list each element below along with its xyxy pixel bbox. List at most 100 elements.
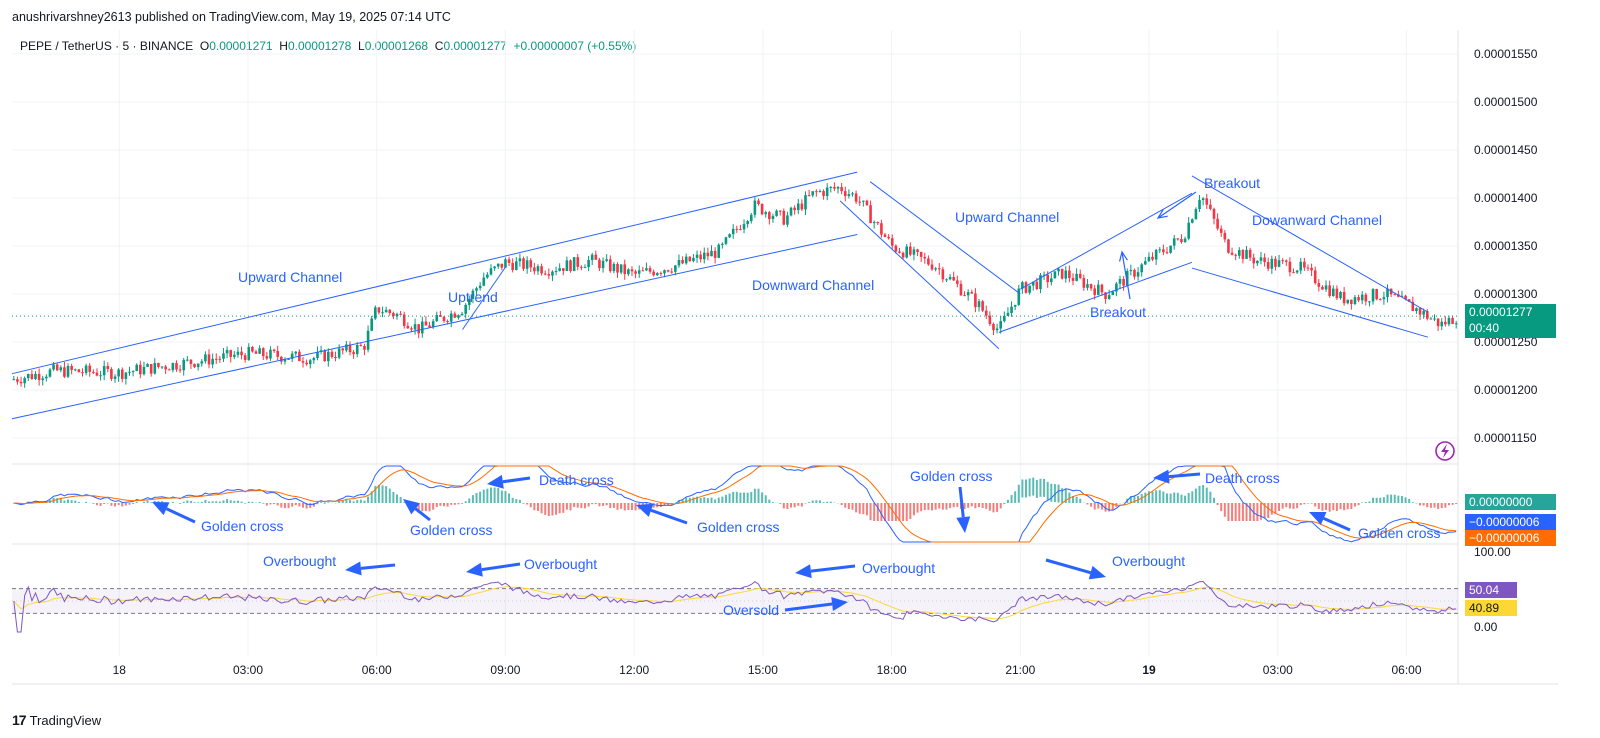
candle-body[interactable]	[294, 351, 298, 354]
candle-body[interactable]	[1097, 284, 1100, 295]
candle-body[interactable]	[692, 257, 695, 262]
candle-body[interactable]	[963, 295, 966, 297]
candle-body[interactable]	[453, 313, 457, 318]
candle-body[interactable]	[1190, 219, 1194, 223]
candle-body[interactable]	[52, 364, 55, 370]
candle-body[interactable]	[1237, 250, 1241, 256]
candle-body[interactable]	[1013, 304, 1017, 307]
candle-body[interactable]	[1386, 288, 1389, 298]
candle-body[interactable]	[984, 310, 988, 316]
candle-body[interactable]	[424, 321, 428, 326]
candle-body[interactable]	[937, 268, 941, 270]
candle-body[interactable]	[1064, 270, 1068, 279]
candle-body[interactable]	[102, 365, 106, 376]
candle-body[interactable]	[988, 315, 992, 325]
candle-body[interactable]	[746, 221, 749, 225]
candle-body[interactable]	[363, 345, 366, 350]
candle-body[interactable]	[1331, 288, 1335, 296]
candle-body[interactable]	[782, 210, 786, 225]
candle-body[interactable]	[818, 191, 822, 193]
candle-body[interactable]	[547, 274, 551, 276]
candle-body[interactable]	[207, 354, 211, 365]
candle-body[interactable]	[41, 378, 45, 381]
candle-body[interactable]	[1299, 261, 1303, 271]
candle-body[interactable]	[1248, 249, 1252, 258]
candle-body[interactable]	[345, 344, 348, 351]
candle-body[interactable]	[572, 257, 576, 272]
candle-body[interactable]	[200, 361, 204, 364]
candle-body[interactable]	[836, 187, 840, 189]
candle-body[interactable]	[26, 374, 30, 379]
candle-body[interactable]	[489, 268, 493, 275]
candle-body[interactable]	[218, 358, 222, 360]
candle-body[interactable]	[417, 324, 420, 334]
candle-body[interactable]	[1321, 286, 1324, 290]
candle-body[interactable]	[992, 324, 995, 331]
lightning-icon[interactable]	[1435, 441, 1455, 461]
candle-body[interactable]	[811, 191, 815, 196]
candle-body[interactable]	[16, 379, 19, 382]
candle-body[interactable]	[511, 262, 514, 270]
candle-body[interactable]	[1447, 317, 1451, 325]
candle-body[interactable]	[73, 369, 77, 371]
symbol-name[interactable]: PEPE / TetherUS · 5 · BINANCE	[20, 39, 194, 53]
candle-body[interactable]	[587, 260, 590, 268]
tradingview-logo[interactable]: 17 TradingView	[12, 712, 101, 728]
candle-body[interactable]	[1104, 292, 1107, 299]
candle-body[interactable]	[464, 304, 467, 314]
candle-body[interactable]	[334, 356, 337, 358]
candle-body[interactable]	[1357, 297, 1360, 301]
candle-body[interactable]	[95, 372, 99, 376]
candle-body[interactable]	[952, 277, 956, 281]
candle-body[interactable]	[854, 193, 858, 202]
candle-body[interactable]	[764, 212, 768, 215]
candle-body[interactable]	[500, 263, 504, 268]
candle-body[interactable]	[1194, 209, 1198, 220]
candle-body[interactable]	[663, 270, 666, 274]
candle-body[interactable]	[1245, 249, 1248, 259]
candle-body[interactable]	[851, 193, 854, 195]
candle-body[interactable]	[840, 187, 843, 192]
candle-body[interactable]	[583, 267, 587, 269]
candle-body[interactable]	[934, 268, 937, 270]
candle-body[interactable]	[287, 358, 290, 360]
candle-body[interactable]	[1317, 283, 1321, 287]
candle-body[interactable]	[460, 313, 464, 316]
candle-body[interactable]	[475, 288, 478, 291]
candle-body[interactable]	[70, 366, 73, 370]
candle-body[interactable]	[1342, 292, 1346, 304]
candle-body[interactable]	[1078, 273, 1082, 278]
candle-body[interactable]	[778, 210, 782, 212]
candle-body[interactable]	[34, 373, 37, 379]
candle-body[interactable]	[225, 350, 229, 354]
candle-body[interactable]	[641, 270, 645, 272]
candle-body[interactable]	[598, 259, 601, 269]
candle-body[interactable]	[59, 367, 63, 371]
candle-body[interactable]	[1223, 232, 1227, 240]
candle-body[interactable]	[410, 328, 413, 330]
candle-body[interactable]	[283, 359, 287, 362]
candle-body[interactable]	[45, 376, 48, 379]
candle-body[interactable]	[533, 267, 536, 272]
candle-body[interactable]	[348, 344, 352, 353]
candle-body[interactable]	[945, 279, 948, 281]
candle-body[interactable]	[862, 200, 865, 202]
candle-body[interactable]	[1057, 268, 1060, 272]
candle-body[interactable]	[974, 293, 977, 308]
candle-body[interactable]	[160, 366, 164, 368]
candle-body[interactable]	[1100, 284, 1104, 293]
candle-body[interactable]	[757, 200, 760, 205]
candle-body[interactable]	[793, 207, 796, 211]
candle-body[interactable]	[81, 372, 84, 374]
candle-body[interactable]	[1259, 257, 1263, 261]
candle-body[interactable]	[540, 266, 543, 274]
candle-body[interactable]	[1310, 267, 1313, 271]
candle-body[interactable]	[1252, 257, 1256, 264]
candle-body[interactable]	[1313, 270, 1317, 284]
candle-body[interactable]	[1274, 258, 1277, 267]
candle-body[interactable]	[1111, 291, 1115, 296]
candle-body[interactable]	[449, 313, 453, 322]
candle-body[interactable]	[529, 260, 533, 268]
candle-body[interactable]	[717, 244, 721, 258]
candle-body[interactable]	[1031, 281, 1035, 286]
